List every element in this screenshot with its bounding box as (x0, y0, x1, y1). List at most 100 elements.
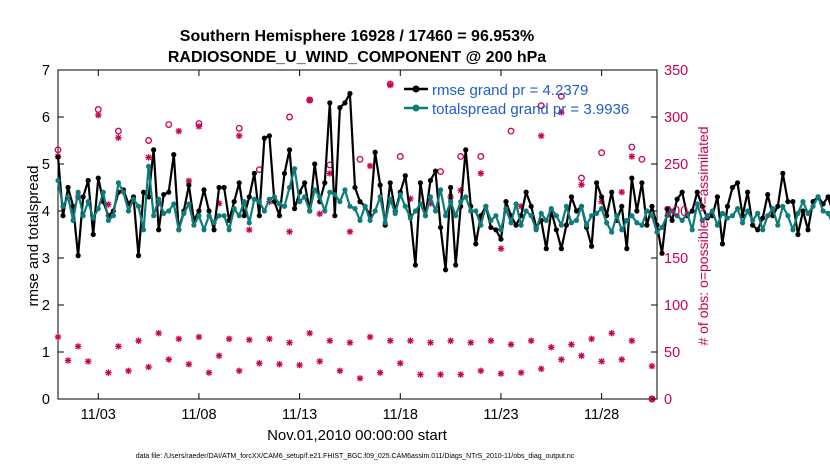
y2-tick-label: 250 (664, 157, 688, 173)
totalspread-point (322, 208, 328, 214)
totalspread-point (266, 196, 273, 202)
obs-possible-marker (578, 174, 585, 182)
obs-assimilated-marker (648, 362, 656, 370)
obs-possible-marker (356, 155, 364, 163)
totalspread-point (659, 224, 665, 231)
obs-assimilated-marker (568, 341, 575, 348)
totalspread-point (810, 203, 816, 209)
obs-possible-marker (507, 127, 515, 135)
rmse-point (775, 203, 781, 209)
obs-assimilated-stroke (387, 337, 394, 344)
legend-spread-marker (412, 104, 420, 112)
y-axis-label: rmse and totalspread (25, 166, 42, 307)
rmse-point (85, 177, 91, 184)
obs-assimilated-stroke (427, 339, 434, 346)
rmse-point (634, 208, 640, 214)
totalspread-point (291, 166, 298, 172)
obs-assimilated-marker (205, 369, 213, 376)
obs-assimilated-marker (145, 154, 152, 161)
totalspread-point (538, 210, 544, 216)
totalspread-point (422, 213, 429, 219)
rmse-point (241, 213, 247, 219)
obs-assimilated-stroke (296, 362, 303, 369)
rmse-point (377, 182, 383, 188)
obs-assimilated-stroke (538, 366, 545, 372)
rmse-point (412, 262, 418, 268)
totalspread-point (221, 213, 227, 219)
rmse-point (463, 147, 469, 153)
obs-assimilated-stroke (578, 181, 585, 188)
obs-assimilated-stroke (387, 82, 394, 88)
rmse-point (785, 199, 791, 205)
obs-assimilated-stroke (477, 170, 484, 177)
obs-assimilated-stroke (447, 337, 454, 344)
obs-assimilated-marker (618, 356, 625, 363)
totalspread-point (624, 217, 630, 223)
totalspread-point (548, 206, 554, 212)
totalspread-point (568, 220, 575, 226)
obs-assimilated-stroke (306, 97, 313, 103)
rmse-point (448, 184, 454, 191)
obs-assimilated-stroke (437, 371, 444, 378)
obs-assimilated-stroke (498, 245, 504, 252)
y2-tick-label: 100 (664, 298, 688, 314)
y-tick-label: 5 (42, 157, 50, 173)
obs-assimilated-marker (366, 333, 374, 341)
obs-assimilated-marker (346, 339, 354, 346)
totalspread-point (493, 213, 499, 219)
totalspread-point (815, 194, 821, 200)
obs-assimilated-stroke (256, 360, 263, 367)
obs-assimilated-stroke (337, 367, 343, 374)
obs-assimilated-marker (336, 367, 344, 374)
totalspread-point (392, 210, 398, 216)
rmse-point (387, 180, 393, 186)
obs-assimilated-stroke (145, 364, 152, 370)
rmse-point (65, 184, 71, 191)
totalspread-point (468, 208, 474, 214)
rmse-point (750, 222, 756, 228)
obs-assimilated-marker (497, 245, 505, 252)
obs-assimilated-marker (618, 189, 625, 196)
totalspread-point (533, 227, 539, 233)
rmse-point (216, 184, 222, 191)
rmse-point (553, 227, 559, 233)
obs-assimilated-stroke (216, 352, 222, 359)
obs-assimilated-marker (246, 226, 253, 233)
rmse-point (352, 184, 358, 191)
obs-assimilated-marker (246, 336, 253, 343)
plot-area (57, 69, 658, 400)
obs-assimilated-marker (64, 357, 72, 364)
totalspread-point (130, 196, 137, 202)
obs-assimilated-stroke (236, 367, 243, 374)
obs-assimilated-marker (538, 132, 545, 139)
obs-assimilated-stroke (266, 335, 273, 342)
obs-assimilated-marker (155, 330, 162, 337)
rmse-point (473, 241, 479, 247)
rmse-point (679, 189, 685, 195)
obs-possible-marker (54, 146, 62, 154)
obs-assimilated-marker (125, 367, 132, 374)
rmse-point (231, 199, 237, 205)
totalspread-point (236, 213, 242, 219)
totalspread-point (171, 201, 177, 207)
rmse-point (291, 206, 298, 212)
totalspread-point (347, 203, 353, 209)
obs-assimilated-stroke (477, 367, 484, 374)
chart-subtitle: RADIOSONDE_U_WIND_COMPONENT @ 200 hPa (168, 49, 546, 66)
totalspread-point (654, 229, 660, 235)
obs-assimilated-marker (115, 343, 122, 350)
totalspread-point (674, 213, 680, 219)
obs-assimilated-stroke (316, 358, 323, 365)
totalspread-point (760, 227, 766, 233)
rmse-point (256, 213, 262, 219)
obs-possible-marker (457, 153, 465, 160)
totalspread-point (463, 194, 469, 200)
obs-assimilated-stroke (206, 369, 212, 376)
rmse-point (563, 222, 569, 228)
totalspread-point (739, 220, 746, 226)
rmse-point (437, 224, 444, 231)
obs-assimilated-marker (578, 352, 585, 359)
rmse-point (493, 227, 499, 233)
totalspread-point (246, 220, 252, 226)
obs-assimilated-marker (306, 330, 313, 337)
